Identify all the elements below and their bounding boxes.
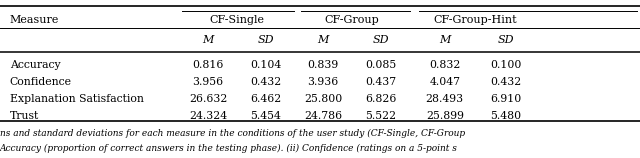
Text: CF-Group-Hint: CF-Group-Hint (433, 15, 516, 25)
Text: 25.800: 25.800 (304, 94, 342, 104)
Text: Accuracy: Accuracy (10, 60, 60, 70)
Text: CF-Single: CF-Single (209, 15, 264, 25)
Text: M: M (202, 35, 214, 45)
Text: Measure: Measure (10, 15, 59, 25)
Text: 0.432: 0.432 (250, 77, 281, 87)
Text: 3.936: 3.936 (308, 77, 339, 87)
Text: M: M (317, 35, 329, 45)
Text: 4.047: 4.047 (429, 77, 460, 87)
Text: 0.832: 0.832 (429, 60, 461, 70)
Text: Trust: Trust (10, 111, 39, 121)
Text: 3.956: 3.956 (193, 77, 223, 87)
Text: CF-Group: CF-Group (324, 15, 380, 25)
Text: 6.826: 6.826 (365, 94, 397, 104)
Text: 0.104: 0.104 (250, 60, 281, 70)
Text: 0.816: 0.816 (192, 60, 224, 70)
Text: Confidence: Confidence (10, 77, 72, 87)
Text: 5.522: 5.522 (365, 111, 396, 121)
Text: 5.480: 5.480 (490, 111, 521, 121)
Text: 0.432: 0.432 (490, 77, 521, 87)
Text: 6.910: 6.910 (490, 94, 521, 104)
Text: 26.632: 26.632 (189, 94, 227, 104)
Text: 0.839: 0.839 (308, 60, 339, 70)
Text: SD: SD (257, 35, 274, 45)
Text: 6.462: 6.462 (250, 94, 281, 104)
Text: Explanation Satisfaction: Explanation Satisfaction (10, 94, 143, 104)
Text: M: M (439, 35, 451, 45)
Text: SD: SD (372, 35, 389, 45)
Text: ns and standard deviations for each measure in the conditions of the user study : ns and standard deviations for each meas… (0, 129, 465, 138)
Text: SD: SD (497, 35, 514, 45)
Text: 24.324: 24.324 (189, 111, 227, 121)
Text: 25.899: 25.899 (426, 111, 464, 121)
Text: 0.100: 0.100 (490, 60, 522, 70)
Text: 0.085: 0.085 (365, 60, 396, 70)
Text: 24.786: 24.786 (304, 111, 342, 121)
Text: 28.493: 28.493 (426, 94, 464, 104)
Text: 0.437: 0.437 (365, 77, 396, 87)
Text: Accuracy (proportion of correct answers in the testing phase). (ii) Confidence (: Accuracy (proportion of correct answers … (0, 144, 458, 153)
Text: 5.454: 5.454 (250, 111, 281, 121)
